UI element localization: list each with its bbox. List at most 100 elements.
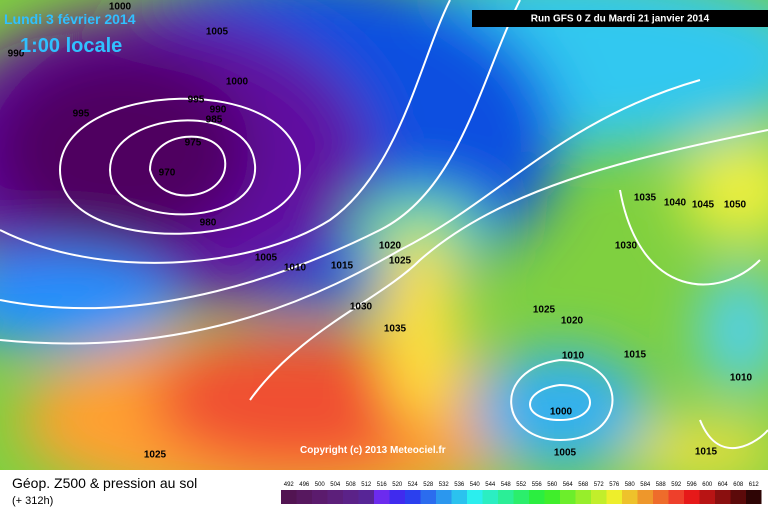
scale-swatch — [358, 490, 374, 504]
color-scale: 492 496 500 504 508 512 516 520 524 528 532 536 540 5… — [281, 482, 762, 504]
scale-swatch — [343, 490, 359, 504]
scale-swatch — [622, 490, 638, 504]
scale-swatch — [312, 490, 328, 504]
isobar-label: 990 — [8, 49, 25, 60]
isobar-label: 1030 — [615, 241, 638, 252]
run-banner — [472, 10, 768, 27]
scale-label: 580 — [625, 482, 636, 488]
isobar-label: 1035 — [634, 193, 657, 204]
scale-label: 612 — [749, 482, 760, 488]
isobar-label: 975 — [185, 138, 202, 149]
scale-swatch — [296, 490, 312, 504]
scale-swatch — [281, 490, 297, 504]
scale-label: 504 — [330, 482, 341, 488]
scale-swatch — [653, 490, 669, 504]
isobar-label: 1000 — [550, 407, 573, 418]
isobar-label: 985 — [206, 115, 223, 126]
isobar-label: 1045 — [692, 200, 715, 211]
scale-swatch — [451, 490, 467, 504]
date: Lundi 3 février 2014 — [4, 11, 136, 27]
scale-label: 520 — [392, 482, 403, 488]
scale-swatch — [668, 490, 684, 504]
scale-label: 588 — [656, 482, 667, 488]
scale-label: 560 — [547, 482, 558, 488]
isobar-label: 995 — [73, 109, 90, 120]
scale-label: 532 — [439, 482, 450, 488]
scale-swatch — [420, 490, 436, 504]
scale-label: 548 — [501, 482, 512, 488]
isobar-label: 1050 — [724, 200, 747, 211]
isobar-label: 1020 — [379, 241, 402, 252]
isobar-label: 1010 — [730, 373, 753, 384]
isobar-label: 1010 — [284, 263, 307, 274]
footer-title: Géop. Z500 & pression au sol — [12, 475, 197, 491]
scale-label: 596 — [687, 482, 698, 488]
scale-label: 508 — [346, 482, 357, 488]
isobar-label: 980 — [200, 218, 217, 229]
isobar-label: 1005 — [206, 27, 229, 38]
isobar-label: 1010 — [562, 351, 585, 362]
isobar-label: 1015 — [331, 261, 354, 272]
scale-swatch — [560, 490, 576, 504]
scale-label: 564 — [563, 482, 574, 488]
scale-label: 592 — [671, 482, 682, 488]
isobar-label: 970 — [159, 168, 176, 179]
scale-swatch — [575, 490, 591, 504]
scale-label: 492 — [284, 482, 295, 488]
scale-label: 576 — [609, 482, 620, 488]
scale-swatch — [684, 490, 700, 504]
scale-label: 584 — [640, 482, 651, 488]
scale-label: 528 — [423, 482, 434, 488]
copyright: Copyright (c) 2013 Meteociel.fr — [300, 445, 446, 456]
scale-swatch — [606, 490, 622, 504]
scale-label: 600 — [702, 482, 713, 488]
scale-label: 604 — [718, 482, 729, 488]
scale-label: 608 — [733, 482, 744, 488]
scale-swatch — [482, 490, 498, 504]
scale-label: 556 — [532, 482, 543, 488]
scale-swatch — [405, 490, 421, 504]
isobar-label: 1025 — [389, 256, 412, 267]
scale-swatch — [498, 490, 514, 504]
scale-label: 512 — [361, 482, 372, 488]
scale-label: 540 — [470, 482, 481, 488]
isobar-label: 995 — [188, 95, 205, 106]
isobar-lines — [0, 0, 768, 449]
isobar-label: 1005 — [554, 448, 577, 459]
scale-label: 568 — [578, 482, 589, 488]
isobar-label: 1000 — [226, 77, 249, 88]
scale-swatch — [389, 490, 405, 504]
scale-swatch — [529, 490, 545, 504]
isobar-label: 1015 — [624, 350, 647, 361]
scale-swatch — [374, 490, 390, 504]
footer-lead: (+ 312h) — [12, 495, 53, 507]
scale-swatch — [513, 490, 529, 504]
scale-label: 572 — [594, 482, 605, 488]
scale-swatch — [699, 490, 715, 504]
isobar-label: 1030 — [350, 302, 373, 313]
isobar-label: 1040 — [664, 198, 687, 209]
scale-swatch — [467, 490, 483, 504]
scale-label: 524 — [408, 482, 419, 488]
isobar-label: 1025 — [144, 450, 167, 461]
scale-swatch — [730, 490, 746, 504]
run-info: Run GFS 0 Z du Mardi 21 janvier 2014 — [531, 14, 710, 25]
isobar-label: 1035 — [384, 324, 407, 335]
scale-swatch — [637, 490, 653, 504]
isobar-label: 1005 — [255, 253, 278, 264]
isobar-label: 990 — [210, 105, 227, 116]
scale-swatch — [715, 490, 731, 504]
scale-label: 496 — [299, 482, 310, 488]
scale-label: 500 — [315, 482, 326, 488]
scale-swatch — [544, 490, 560, 504]
isobar-label: 1015 — [695, 447, 718, 458]
scale-swatch — [746, 490, 762, 504]
scale-label: 536 — [454, 482, 465, 488]
local-time: 1:00 locale — [20, 35, 122, 57]
isobar-label: 1025 — [533, 305, 556, 316]
scale-swatch — [591, 490, 607, 504]
scale-label: 552 — [516, 482, 527, 488]
